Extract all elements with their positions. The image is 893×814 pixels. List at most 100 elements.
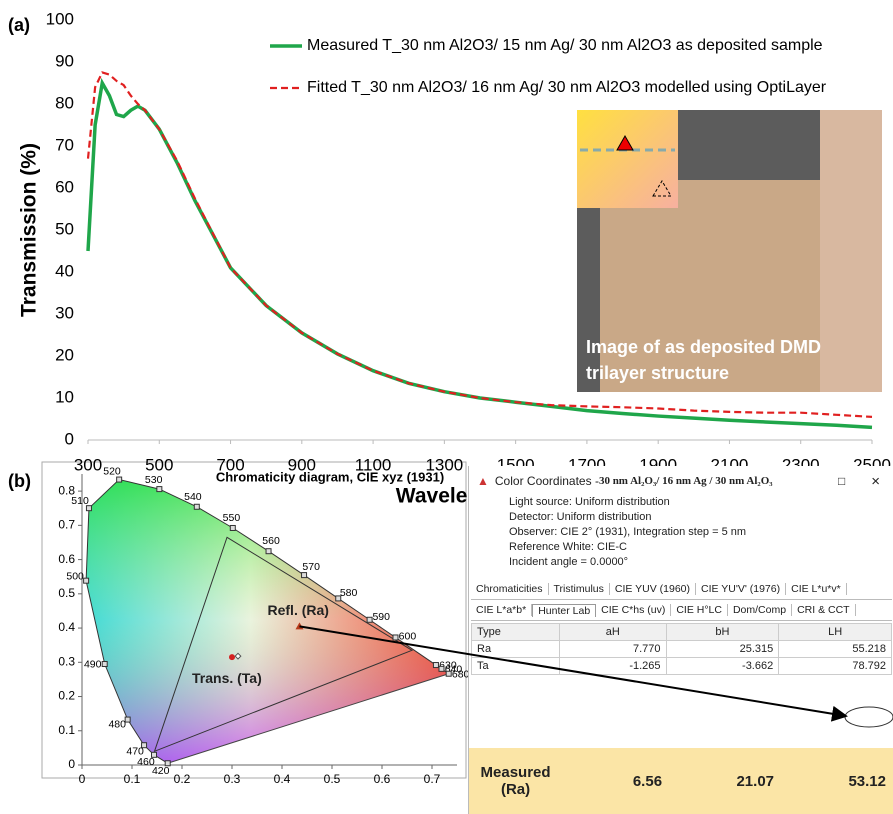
locus-marker [164, 760, 171, 767]
y-tick-label: 70 [55, 135, 74, 154]
y-tick-label: 10 [55, 387, 74, 406]
cell: 78.792 [778, 657, 892, 675]
y-tick-label: 20 [55, 345, 74, 364]
locus-marker [85, 505, 92, 512]
tab[interactable]: CIE C*hs (uv) [596, 604, 672, 616]
locus-marker [101, 661, 108, 668]
tab[interactable]: CRI & CCT [792, 604, 856, 616]
row: Ta -1.265 -3.662 78.792 [471, 657, 892, 675]
color-window: ▲ Color Coordinates - 30 nm Al₂O₃/ 16 nm … [468, 466, 893, 814]
tab[interactable]: Tristimulus [549, 583, 610, 595]
panel-frame [41, 461, 467, 779]
wavelength-label: 600 [399, 630, 417, 642]
y-tick-label: 0 [68, 757, 75, 771]
panel-label: (a) [8, 15, 30, 35]
x-tick-label: 300 [74, 455, 102, 474]
x-tick-label: 0.7 [424, 772, 441, 786]
legend-label: Fitted T_30 nm Al2O3/ 16 nm Ag/ 30 nm Al… [307, 79, 827, 96]
window-header: ▲ Color Coordinates - 30 nm Al₂O₃/ 16 nm … [477, 472, 880, 490]
tab[interactable]: CIE YUV (1960) [610, 583, 696, 595]
fill-overlay [86, 479, 449, 764]
tab[interactable]: CIE H°LC [671, 604, 728, 616]
inset-photo [577, 110, 882, 392]
wavelength-label: 500 [66, 570, 84, 582]
locus-marker [116, 476, 123, 483]
wavelength-label: 480 [108, 718, 126, 730]
point-label: Refl. (Ra) [268, 602, 329, 618]
x-tick-label: 0 [79, 772, 86, 786]
wavelength-label: 560 [262, 535, 280, 547]
y-tick-label: 0 [65, 429, 74, 448]
swatch-marker [616, 134, 634, 151]
x-tick-label: 0.6 [374, 772, 391, 786]
wavelength-label: 570 [302, 561, 320, 573]
locus-marker [83, 577, 90, 584]
row: Ra 7.770 25.315 55.218 [471, 640, 892, 658]
legend-label: Measured T_30 nm Al2O3/ 15 nm Ag/ 30 nm … [307, 37, 823, 54]
y-tick-label: 0.5 [58, 586, 75, 600]
wavelength-label: 540 [184, 491, 202, 503]
y-tick-label: 50 [55, 219, 74, 238]
tab[interactable]: Dom/Comp [728, 604, 793, 616]
wavelength-label: 520 [103, 465, 121, 477]
y-tick-label: 100 [46, 9, 74, 28]
info-line: Observer: CIE 2° (1931), Integration ste… [509, 526, 747, 538]
tab[interactable]: CIE L*a*b* [471, 604, 533, 616]
wavelength-label: 680 [452, 669, 470, 681]
wavelength-label: 550 [223, 512, 241, 524]
tabs: Chromaticities Tristimulus CIE YUV (1960) C… [471, 579, 892, 600]
info-line: Reference White: CIE-C [509, 541, 627, 553]
locus-marker [124, 716, 131, 723]
wavelength-label: 530 [145, 474, 163, 486]
measured-cell: 21.07 [736, 772, 775, 790]
locus-marker [445, 670, 452, 677]
y-axis-title: Transmission (%) [18, 143, 41, 317]
locus-marker [301, 572, 308, 579]
window-title-sample: 30 nm Al₂O₃/ 16 nm Ag / 30 nm Al₂O₃ [598, 475, 773, 487]
close[interactable]: × [871, 472, 880, 490]
wavelength-label: 420 [152, 765, 170, 777]
tab[interactable]: Chromaticities [471, 583, 549, 595]
measured-cell: 53.12 [848, 772, 886, 790]
y-tick-label: 0.8 [58, 483, 75, 497]
swatch-marker [652, 180, 672, 197]
point [229, 654, 235, 661]
y-tick-label: 90 [55, 51, 74, 70]
locus-marker [156, 486, 163, 493]
cell: Ra [471, 640, 560, 658]
tab[interactable]: CIE L*u*v* [786, 583, 847, 595]
header-row: Type aH bH LH [471, 623, 892, 641]
cell: Ta [471, 657, 560, 675]
table: Type aH bH LH Ra 7.770 25.315 55.218 Ta -1.265 -3.… [471, 623, 892, 675]
tab[interactable]: CIE YU'V' (1976) [696, 583, 787, 595]
color-swatch [577, 110, 678, 208]
y-tick-label: 30 [55, 303, 74, 322]
white-point [234, 652, 242, 660]
wavelength-label: 460 [137, 756, 155, 768]
wavelength-label: 490 [84, 659, 102, 671]
cell: 7.770 [558, 640, 667, 658]
y-tick-label: 0.7 [58, 518, 75, 532]
info: Light source: Uniform distribution Detect… [469, 496, 893, 571]
locus-marker [193, 503, 200, 510]
cell: -3.662 [665, 657, 780, 675]
point-label: Trans. (Ta) [192, 670, 262, 686]
cell: -1.265 [558, 657, 667, 675]
locus-marker [392, 634, 399, 641]
x-tick-label: 500 [145, 455, 173, 474]
maximize[interactable]: □ [837, 474, 846, 488]
inset-caption: trilayer structure [586, 363, 729, 383]
x-tick-label: 0.3 [224, 772, 241, 786]
wavelength-label: 580 [340, 587, 358, 599]
y-tick-label: 0.6 [58, 552, 75, 566]
chart-title: Chromaticity diagram, CIE xyz (1931) [216, 469, 444, 484]
x-tick-label: 1300 [425, 455, 463, 474]
y-tick-label: 60 [55, 177, 74, 196]
locus-marker [432, 662, 439, 669]
x-tick-label: 0.2 [174, 772, 191, 786]
tab[interactable]: Hunter Lab [532, 603, 597, 617]
measured-cell: 6.56 [632, 772, 663, 790]
info-line: Incident angle = 0.0000° [509, 556, 629, 568]
header-cell: bH [665, 623, 780, 641]
gamut [153, 536, 414, 753]
